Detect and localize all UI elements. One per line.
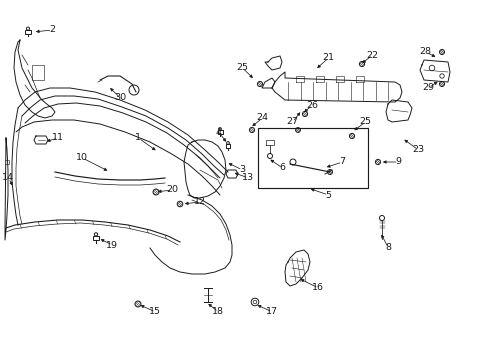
- Text: 11: 11: [52, 134, 64, 143]
- Bar: [32, 65, 44, 80]
- Text: 5: 5: [325, 190, 331, 199]
- Text: 15: 15: [149, 307, 161, 316]
- Bar: [258, 128, 368, 188]
- Text: 25: 25: [359, 117, 371, 126]
- Text: 23: 23: [412, 145, 424, 154]
- Text: 17: 17: [266, 307, 278, 316]
- Text: 26: 26: [306, 100, 318, 109]
- Text: 19: 19: [106, 240, 118, 249]
- Text: 25: 25: [236, 63, 248, 72]
- Text: 9: 9: [395, 158, 401, 166]
- Text: 30: 30: [114, 94, 126, 103]
- Bar: [93, 235, 99, 240]
- Text: 1: 1: [135, 134, 141, 143]
- Text: 24: 24: [256, 113, 268, 122]
- Text: 8: 8: [385, 243, 391, 252]
- Text: 7: 7: [339, 158, 345, 166]
- Bar: [225, 144, 230, 148]
- Text: 29: 29: [422, 84, 434, 93]
- Text: 22: 22: [366, 50, 378, 59]
- Text: 28: 28: [419, 48, 431, 57]
- Text: 3: 3: [239, 166, 245, 175]
- Text: 27: 27: [286, 117, 298, 126]
- Bar: [25, 30, 31, 34]
- Bar: [218, 130, 222, 134]
- Text: 14: 14: [2, 174, 14, 183]
- Text: 20: 20: [166, 185, 178, 194]
- Text: 12: 12: [194, 198, 206, 207]
- Text: 10: 10: [76, 153, 88, 162]
- Text: 13: 13: [242, 174, 254, 183]
- Text: 6: 6: [279, 163, 285, 172]
- Text: 2: 2: [49, 26, 55, 35]
- Text: 4: 4: [215, 127, 221, 136]
- Text: 16: 16: [312, 284, 324, 292]
- Text: 18: 18: [212, 307, 224, 316]
- Text: 21: 21: [322, 54, 334, 63]
